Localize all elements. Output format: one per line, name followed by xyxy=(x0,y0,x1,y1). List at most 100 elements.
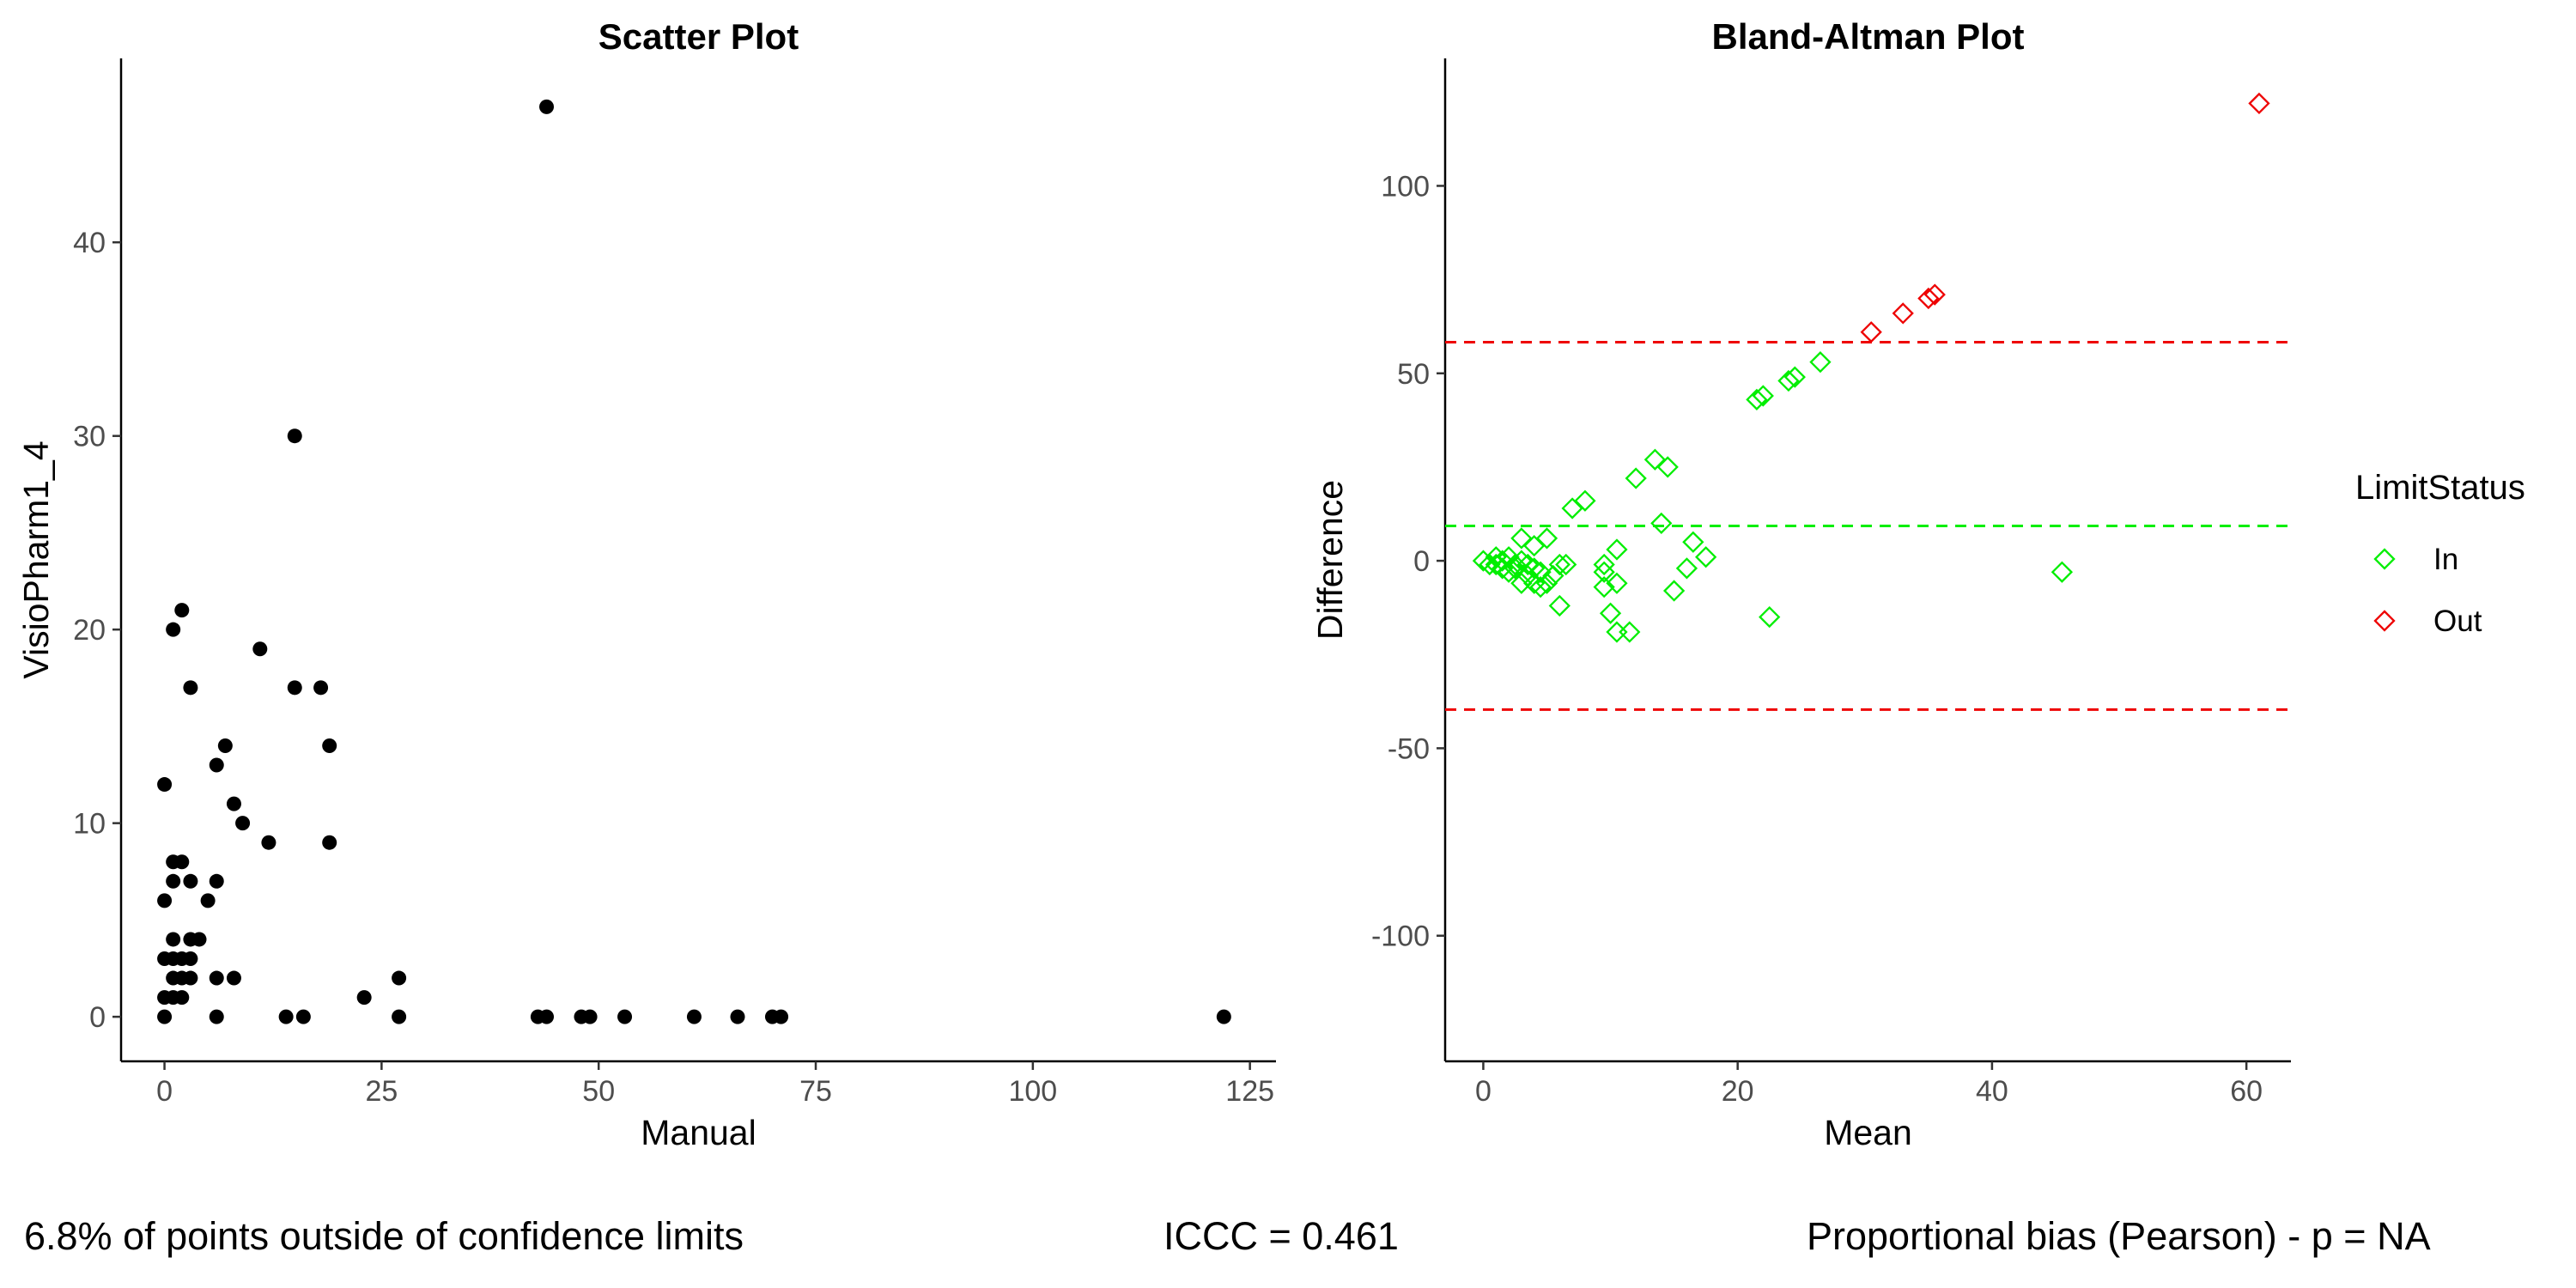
scatter-point xyxy=(774,1010,788,1024)
scatter-point xyxy=(183,680,197,695)
ba-point-in xyxy=(1550,555,1569,574)
legend-title: LimitStatus xyxy=(2355,469,2525,507)
x-tick-label: 25 xyxy=(365,1075,398,1108)
x-tick-label: 125 xyxy=(1225,1075,1274,1108)
scatter-point xyxy=(210,971,224,986)
x-tick-label: 40 xyxy=(1976,1075,2008,1108)
ba-point-in xyxy=(1550,596,1569,615)
scatter-point xyxy=(157,893,172,908)
ba-point-out xyxy=(2250,94,2269,112)
legend-key-in xyxy=(2375,550,2394,568)
scatter-point xyxy=(583,1010,598,1024)
legend: LimitStatus In Out xyxy=(2355,469,2525,638)
footer-outside-limits-text: 6.8% of points outside of confidence lim… xyxy=(24,1214,744,1258)
scatter-point xyxy=(288,680,302,695)
scatter-point xyxy=(166,623,180,637)
ba-point-in xyxy=(1811,353,1830,372)
scatter-point xyxy=(539,1010,554,1024)
ba-point-in xyxy=(1601,604,1620,623)
ba-point-in xyxy=(1677,559,1696,578)
ba-point-in xyxy=(1652,513,1671,532)
scatter-point xyxy=(192,932,207,946)
y-tick-label: 50 xyxy=(1397,358,1430,391)
chart-title: Bland-Altman Plot xyxy=(1712,16,2025,57)
ba-point-in xyxy=(1607,623,1626,641)
x-axis-label: Mean xyxy=(1824,1113,1912,1152)
x-axis-label: Manual xyxy=(641,1113,756,1152)
scatter-point xyxy=(183,971,197,986)
scatter-point xyxy=(617,1010,632,1024)
ba-point-in xyxy=(1620,623,1639,641)
scatter-point xyxy=(261,835,276,850)
scatter-point xyxy=(157,777,172,792)
scatter-point xyxy=(392,1010,406,1024)
scatter-point xyxy=(235,816,250,830)
bland-altman-plot-panel: 0 20 40 60 -100 -50 0 50 100 Bland-Altman Plot Mea… xyxy=(1310,16,2291,1152)
x-tick-label: 0 xyxy=(1475,1075,1492,1108)
ba-point-in xyxy=(1760,608,1779,627)
y-tick-label: 20 xyxy=(73,614,106,647)
ba-point-in xyxy=(1658,458,1677,477)
ba-point-in xyxy=(1684,532,1703,551)
scatter-plot-panel: 0 25 50 75 100 125 0 10 20 30 40 Scatter Plot Manual… xyxy=(16,16,1276,1152)
ba-point-in xyxy=(1645,450,1664,469)
ba-point-in xyxy=(1626,469,1645,488)
ba-point-out xyxy=(1862,323,1880,342)
legend-label-out: Out xyxy=(2433,605,2482,638)
x-tick-label: 20 xyxy=(1722,1075,1754,1108)
y-tick-label: 10 xyxy=(73,808,106,841)
footer-iccc-text: ICCC = 0.461 xyxy=(1163,1214,1399,1258)
scatter-point xyxy=(687,1010,702,1024)
scatter-point xyxy=(157,1010,172,1024)
ba-point-in xyxy=(2052,562,2071,581)
scatter-point xyxy=(174,603,189,617)
y-axis-label: Difference xyxy=(1310,480,1350,640)
scatter-point xyxy=(288,428,302,443)
ba-point-in xyxy=(1665,581,1684,600)
scatter-point xyxy=(166,874,180,889)
scatter-point xyxy=(296,1010,311,1024)
ba-point-in xyxy=(1576,491,1595,510)
scatter-point xyxy=(313,680,328,695)
scatter-point xyxy=(183,874,197,889)
scatter-point xyxy=(731,1010,745,1024)
ba-point-in xyxy=(1607,540,1626,559)
ba-point-in xyxy=(1563,499,1582,518)
scatter-point xyxy=(201,893,216,908)
scatter-point xyxy=(322,738,337,753)
x-tick-label: 100 xyxy=(1008,1075,1057,1108)
y-axis-label: VisioPharm1_4 xyxy=(16,440,56,678)
scatter-point xyxy=(539,100,554,114)
ba-point-out xyxy=(1893,304,1912,323)
y-tick-label: 100 xyxy=(1381,170,1430,203)
scatter-point xyxy=(183,951,197,966)
y-tick-label: -50 xyxy=(1388,732,1430,765)
x-tick-label: 60 xyxy=(2230,1075,2263,1108)
legend-label-in: In xyxy=(2433,543,2458,576)
x-tick-label: 0 xyxy=(156,1075,173,1108)
y-tick-label: 30 xyxy=(73,421,106,453)
y-tick-label: -100 xyxy=(1371,920,1430,953)
scatter-point xyxy=(210,1010,224,1024)
scatter-point xyxy=(210,874,224,889)
scatter-point xyxy=(227,971,241,986)
scatter-point xyxy=(218,738,233,753)
y-tick-label: 0 xyxy=(1413,545,1430,578)
x-tick-label: 50 xyxy=(582,1075,615,1108)
scatter-point xyxy=(210,758,224,773)
legend-key-out xyxy=(2375,611,2394,630)
scatter-point xyxy=(279,1010,294,1024)
scatter-point xyxy=(322,835,337,850)
y-tick-label: 40 xyxy=(73,227,106,259)
scatter-point xyxy=(174,990,189,1005)
scatter-point xyxy=(357,990,372,1005)
scatter-point xyxy=(1217,1010,1231,1024)
scatter-point xyxy=(392,971,406,986)
ba-point-in xyxy=(1525,537,1544,556)
scatter-point xyxy=(174,854,189,869)
scatter-point xyxy=(252,641,267,656)
scatter-point xyxy=(166,932,180,946)
ba-point-in xyxy=(1595,555,1613,574)
x-tick-label: 75 xyxy=(799,1075,832,1108)
